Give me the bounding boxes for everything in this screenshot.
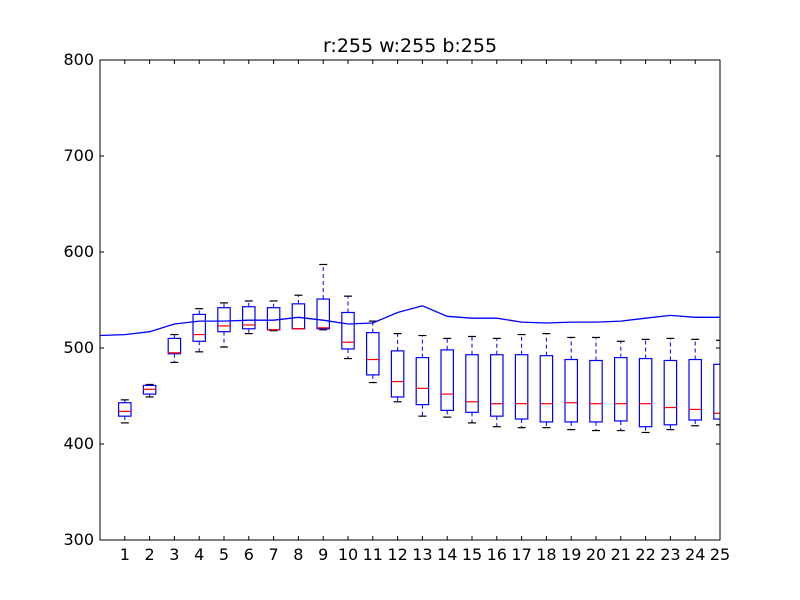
x-tick-label: 5 [219, 545, 229, 564]
x-tick-label: 18 [536, 545, 556, 564]
box [465, 354, 479, 413]
box [490, 354, 504, 417]
y-tick-label: 600 [63, 242, 94, 261]
box [440, 349, 454, 412]
box [663, 359, 678, 426]
x-tick-label: 7 [269, 545, 279, 564]
x-tick-label: 2 [145, 545, 155, 564]
x-tick-label: 23 [660, 545, 680, 564]
box [514, 354, 529, 420]
box [589, 359, 603, 423]
y-tick-label: 800 [63, 50, 94, 69]
x-tick-label: 24 [685, 545, 705, 564]
box [117, 402, 132, 417]
y-tick-label: 500 [63, 338, 94, 357]
x-tick-label: 19 [561, 545, 581, 564]
x-tick-label: 25 [710, 545, 730, 564]
box [688, 358, 702, 421]
x-tick-label: 12 [387, 545, 407, 564]
x-tick-label: 17 [511, 545, 531, 564]
box [390, 350, 405, 398]
x-tick-label: 13 [412, 545, 432, 564]
x-tick-label: 6 [244, 545, 254, 564]
x-tick-label: 10 [338, 545, 358, 564]
box [341, 311, 355, 350]
x-tick-label: 14 [437, 545, 457, 564]
box [242, 306, 256, 330]
x-tick-label: 3 [169, 545, 179, 564]
box [192, 313, 206, 342]
x-tick-label: 9 [318, 545, 328, 564]
x-tick-label: 16 [487, 545, 507, 564]
box [366, 332, 380, 376]
x-tick-label: 1 [120, 545, 130, 564]
box [316, 298, 330, 330]
y-tick-label: 400 [63, 434, 94, 453]
x-tick-label: 4 [194, 545, 204, 564]
box [638, 357, 653, 428]
box [217, 307, 231, 333]
axes-frame [99, 59, 721, 541]
plot-content [100, 263, 720, 434]
x-tick-label: 22 [635, 545, 655, 564]
x-tick-label: 20 [586, 545, 606, 564]
series-line [100, 305, 720, 337]
box [415, 357, 430, 406]
y-tick-label: 700 [63, 146, 94, 165]
plot-area: 1 2 3 4 5 6 7 8 9 10 11 12 13 14 15 16 17 18 19 20 21 22 23 24 2… [63, 50, 730, 564]
chart-title: r:255 w:255 b:255 [323, 35, 497, 57]
y-tick-label: 300 [63, 530, 94, 549]
box [564, 358, 578, 423]
x-tick-label: 21 [611, 545, 631, 564]
x-tick-label: 15 [462, 545, 482, 564]
x-tick-label: 8 [293, 545, 303, 564]
box [539, 355, 554, 423]
box [167, 337, 182, 355]
x-tick-label: 11 [363, 545, 383, 564]
box [613, 357, 628, 422]
